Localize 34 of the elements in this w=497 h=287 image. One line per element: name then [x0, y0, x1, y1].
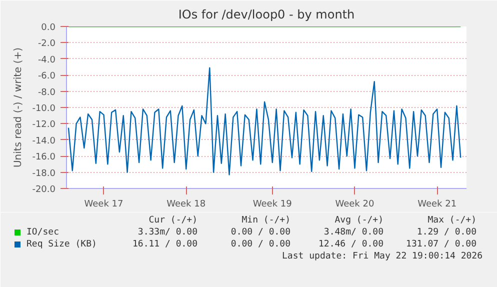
legend-label: Req Size (KB) — [26, 240, 97, 250]
text: Cur (-/+) — [148, 216, 198, 226]
legend-label: IO/sec — [26, 228, 60, 238]
y-tick-label: -10.0 — [32, 104, 56, 114]
y-tick-label: 0.0 — [41, 23, 56, 33]
text: 131.07 / 0.00 — [406, 240, 477, 250]
text: 0.00 / 0.00 — [230, 240, 291, 250]
y-tick-label: -4.0 — [38, 55, 56, 66]
y-tick-label: -20.0 — [32, 185, 56, 195]
text: Min (-/+) — [242, 216, 291, 226]
y-tick-label: -16.0 — [32, 152, 56, 163]
x-tick-label: Week 20 — [335, 200, 374, 210]
y-axis-title: Units read (-) / write (+) — [13, 47, 24, 168]
text: 1.29 / 0.00 — [416, 228, 477, 238]
x-tick-label: Week 21 — [418, 200, 457, 210]
y-tick-label: -2.0 — [38, 39, 56, 50]
text: Avg (-/+) — [334, 216, 384, 226]
x-tick-label: Week 17 — [84, 200, 124, 210]
x-tick-label: Week 19 — [252, 200, 292, 210]
y-tick-label: -14.0 — [32, 136, 56, 146]
text: 0.00 / 0.00 — [230, 228, 291, 238]
text: Max (-/+) — [428, 216, 477, 226]
x-tick-label: Week 18 — [166, 200, 206, 210]
line-series — [68, 67, 462, 176]
y-tick-label: -8.0 — [38, 88, 56, 98]
text: 12.46 / 0.00 — [318, 240, 384, 250]
text: 16.11 / 0.00 — [132, 240, 198, 250]
y-tick-label: -18.0 — [32, 168, 56, 179]
y-tick-label: -12.0 — [32, 120, 56, 130]
y-tick-label: -6.0 — [38, 72, 56, 82]
chart-title: IOs for /dev/loop0 - by month — [178, 8, 355, 22]
text: 3.48m/ 0.00 — [324, 228, 384, 238]
text: Last update: Fri May 22 19:00:14 2026 — [282, 252, 482, 262]
text: 3.33m/ 0.00 — [138, 228, 198, 238]
